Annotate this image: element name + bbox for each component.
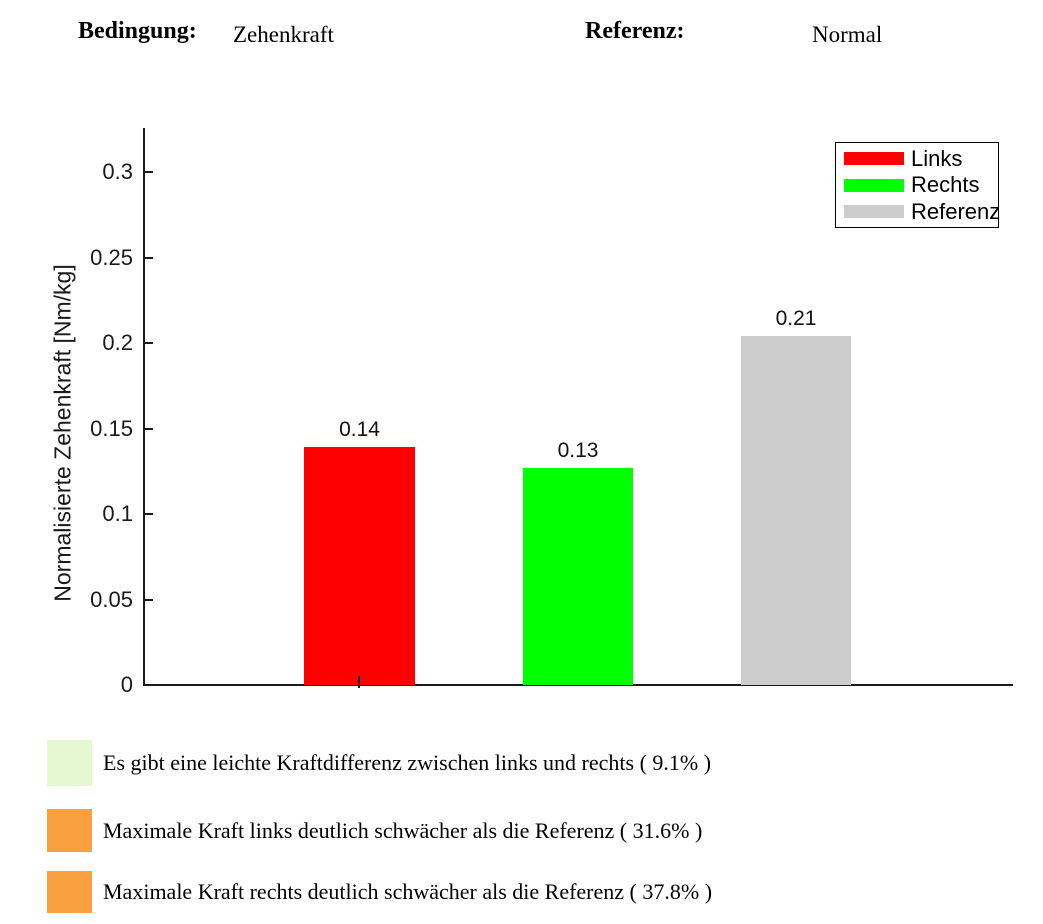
legend-swatch bbox=[844, 205, 904, 218]
y-tick-label: 0.05 bbox=[90, 586, 133, 612]
notice-text: Es gibt eine leichte Kraftdifferenz zwis… bbox=[103, 750, 712, 775]
y-tick-mark bbox=[145, 427, 153, 430]
legend-entry: Links bbox=[844, 145, 998, 171]
bar-links bbox=[304, 447, 415, 685]
y-tick-mark bbox=[145, 342, 153, 344]
legend-entry: Rechts bbox=[844, 174, 998, 196]
legend-label: Referenz bbox=[911, 198, 1001, 224]
legend-entry: Referenz bbox=[844, 198, 1001, 224]
bar-value-label: 0.13 bbox=[557, 439, 599, 462]
notice-severity-swatch bbox=[47, 871, 92, 913]
x-axis-line bbox=[143, 684, 1013, 686]
legend-label: Rechts bbox=[911, 172, 980, 197]
x-axis-tick bbox=[358, 676, 360, 688]
notice-severity-swatch bbox=[47, 809, 92, 852]
y-tick-mark bbox=[145, 256, 153, 259]
y-tick-mark bbox=[145, 171, 153, 173]
y-axis-line bbox=[143, 128, 145, 686]
y-tick-mark bbox=[145, 598, 153, 601]
bar-referenz bbox=[741, 336, 851, 685]
notice-text: Maximale Kraft links deutlich schwächer … bbox=[103, 817, 703, 843]
notice-severity-swatch bbox=[47, 740, 92, 786]
legend-swatch bbox=[844, 152, 904, 165]
y-tick-label: 0 bbox=[120, 672, 133, 697]
y-tick-label: 0.3 bbox=[102, 159, 133, 184]
y-tick-label: 0.25 bbox=[90, 244, 133, 270]
notice-text: Maximale Kraft rechts deutlich schwächer… bbox=[103, 879, 713, 904]
reference-value: Normal bbox=[812, 22, 883, 47]
y-tick-label: 0.2 bbox=[102, 330, 133, 355]
condition-label: Bedingung: bbox=[78, 18, 197, 44]
bar-rechts bbox=[523, 468, 633, 685]
reference-label: Referenz: bbox=[585, 18, 685, 44]
bar-value-label: 0.14 bbox=[339, 418, 380, 441]
chart-legend: Links Rechts Referenz bbox=[835, 142, 1001, 228]
y-tick-label: 0.1 bbox=[102, 501, 133, 526]
condition-value: Zehenkraft bbox=[233, 22, 334, 47]
bar-value-label: 0.21 bbox=[775, 307, 817, 330]
notice-row: Es gibt eine leichte Kraftdifferenz zwis… bbox=[47, 740, 711, 786]
legend-swatch bbox=[844, 178, 904, 192]
y-tick-mark bbox=[145, 513, 153, 515]
y-tick-label: 0.15 bbox=[90, 415, 133, 441]
legend-label: Links bbox=[911, 145, 963, 171]
notice-row: Maximale Kraft rechts deutlich schwächer… bbox=[47, 871, 712, 913]
notice-row: Maximale Kraft links deutlich schwächer … bbox=[47, 809, 702, 852]
